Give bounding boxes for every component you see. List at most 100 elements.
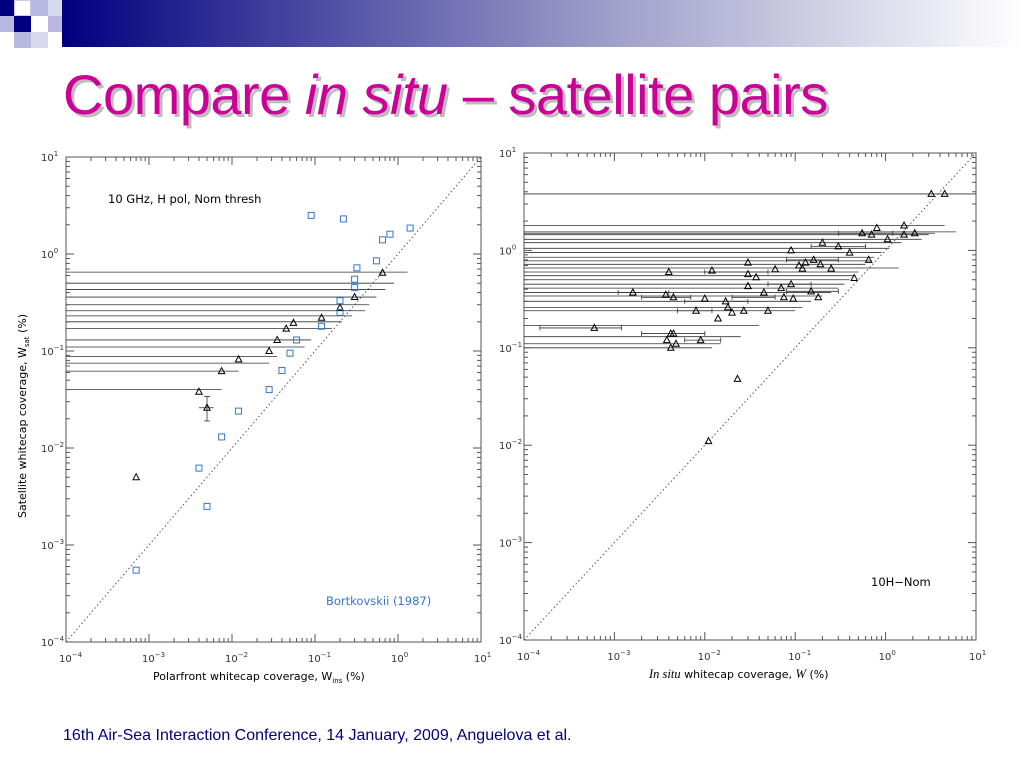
y-tick-label: 10−1 xyxy=(499,341,522,355)
triangle-point xyxy=(752,272,761,281)
y-tick-label: 10−4 xyxy=(41,635,65,649)
triangle-point xyxy=(707,266,716,274)
triangle-point xyxy=(317,313,326,321)
x-tick-label: 10−4 xyxy=(517,649,541,663)
triangle-point xyxy=(202,403,212,411)
square-point xyxy=(195,464,203,472)
triangle-point xyxy=(723,302,732,311)
header-gradient-band xyxy=(62,0,1024,47)
triangle-point xyxy=(194,387,204,395)
x-tick-label: 101 xyxy=(474,651,491,665)
chart-right: 10−4 10−3 10−2 10−1 100 101 10−4 10−3 10−2 10−1 10… xyxy=(499,146,986,681)
x-tick-label: 10−2 xyxy=(698,649,721,663)
triangle-point xyxy=(664,267,673,276)
triangle-point xyxy=(867,230,876,238)
triangle-point xyxy=(265,346,274,354)
triangle-point xyxy=(669,329,678,337)
square-point xyxy=(372,257,380,265)
x-tick-label: 10−4 xyxy=(59,651,83,665)
triangle-point xyxy=(628,287,637,296)
x-tick-label: 10−1 xyxy=(308,651,331,665)
triangle-point xyxy=(721,296,730,305)
x-tick-label: 101 xyxy=(969,649,986,663)
triangle-point xyxy=(807,286,816,295)
square-point xyxy=(235,407,243,415)
x-tick-label: 100 xyxy=(391,651,408,665)
triangle-point xyxy=(883,234,892,243)
x-tick-label: 100 xyxy=(879,649,896,663)
triangle-point xyxy=(858,228,867,237)
triangle-point xyxy=(733,374,742,382)
triangle-point xyxy=(289,318,298,326)
triangle-point xyxy=(779,292,788,301)
triangle-point xyxy=(850,273,859,282)
triangle-point xyxy=(350,292,359,301)
triangle-point xyxy=(666,343,675,351)
triangle-point xyxy=(872,223,881,231)
chart-annotation: 10H−Nom xyxy=(871,575,931,589)
square-point xyxy=(278,366,286,374)
y-tick-label: 10−4 xyxy=(499,633,523,647)
triangle-point xyxy=(771,264,780,273)
triangle-point xyxy=(814,292,823,301)
square-point xyxy=(265,386,273,394)
triangle-point xyxy=(809,255,818,263)
y-axis-label: Satellite whitecap coverage, Wsat (%) xyxy=(16,314,31,518)
triangle-point xyxy=(864,255,873,263)
plot-frame xyxy=(65,156,482,643)
square-point xyxy=(353,264,361,272)
triangle-point xyxy=(759,287,768,296)
square-point xyxy=(351,275,359,283)
triangle-point xyxy=(739,306,748,314)
y-tick-label: 10−2 xyxy=(41,441,64,455)
y-tick-label: 100 xyxy=(499,243,516,257)
triangle-point xyxy=(743,269,752,278)
triangle-point xyxy=(794,260,803,269)
y-tick-label: 10−1 xyxy=(41,344,64,358)
y-tick-label: 101 xyxy=(499,146,516,160)
plot-frame xyxy=(523,152,977,641)
triangle-point xyxy=(777,283,786,292)
triangle-point xyxy=(816,259,825,268)
triangle-point xyxy=(669,292,678,301)
square-point xyxy=(307,211,315,219)
square-point xyxy=(293,336,301,344)
square-point xyxy=(406,224,414,232)
triangle-point xyxy=(671,339,681,347)
y-tick-label: 10−2 xyxy=(499,438,522,452)
page-title: Compare in situ – satellite pairs xyxy=(63,63,828,126)
one-to-one-line xyxy=(523,152,977,641)
triangle-point xyxy=(798,264,807,272)
triangle-point xyxy=(273,335,282,343)
footer-text: 16th Air-Sea Interaction Conference, 14 … xyxy=(63,727,572,744)
triangle-point xyxy=(713,313,723,322)
x-tick-label: 10−2 xyxy=(225,651,248,665)
corner-squares-decor xyxy=(0,0,80,60)
square-point xyxy=(351,284,359,292)
triangle-point xyxy=(900,220,909,229)
y-tick-label: 101 xyxy=(41,150,58,164)
square-point xyxy=(218,433,226,441)
triangle-point xyxy=(662,335,671,344)
triangle-point xyxy=(910,228,919,237)
x-tick-label: 10−3 xyxy=(142,651,165,665)
x-tick-label: 10−3 xyxy=(607,649,630,663)
triangle-point xyxy=(696,335,705,344)
triangle-point xyxy=(801,258,810,266)
square-point xyxy=(386,230,394,238)
square-point xyxy=(336,297,344,305)
square-point xyxy=(378,236,386,244)
chart-left: 10−4 10−3 10−2 10−1 100 101 10−4 10−3 10−2 10−1 10… xyxy=(16,150,491,685)
triangle-point xyxy=(763,306,773,314)
triangle-point xyxy=(234,354,243,363)
triangle-point xyxy=(927,189,936,197)
triangle-point xyxy=(789,294,798,302)
triangle-point xyxy=(335,303,345,311)
triangle-point xyxy=(743,281,752,290)
triangle-point xyxy=(704,436,713,445)
y-tick-label: 100 xyxy=(41,247,58,261)
chart-annotation: 10 GHz, H pol, Nom thresh xyxy=(108,192,261,206)
triangle-point xyxy=(692,306,701,314)
triangle-point xyxy=(378,268,387,276)
square-point xyxy=(339,215,347,223)
